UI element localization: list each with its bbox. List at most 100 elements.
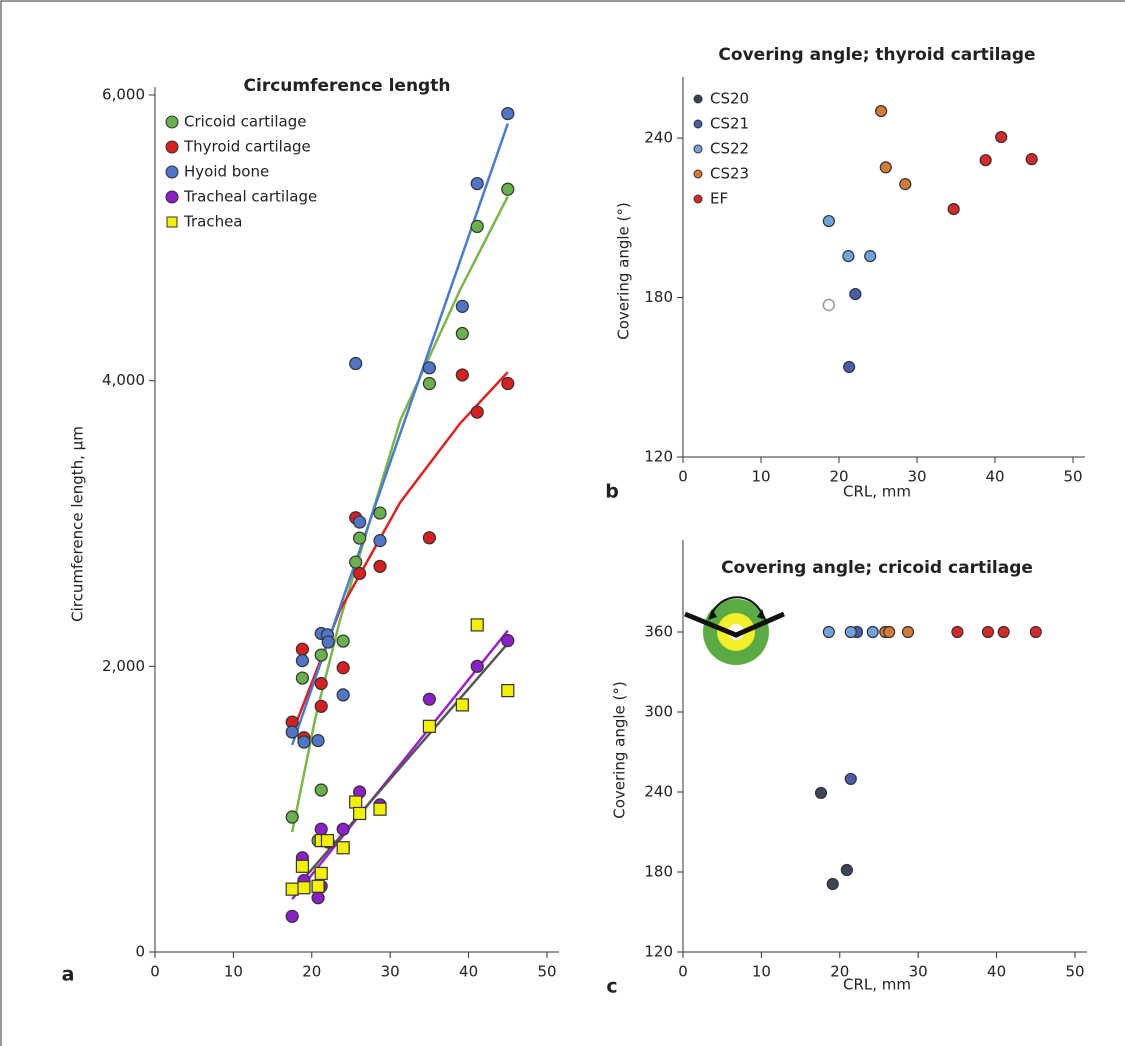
x-tick-label: 40 [985,468,1004,486]
legend-label: CS22 [710,140,749,158]
y-tick-label: 180 [644,863,673,881]
x-tick-label: 50 [1063,468,1082,486]
y-tick-label: 240 [644,129,673,147]
point [373,506,387,520]
point [285,909,299,923]
x-tick-label: 20 [830,963,849,981]
point [455,326,469,341]
legend-label: CS23 [710,165,749,183]
point [285,882,299,896]
point [336,841,350,855]
point [840,863,853,877]
point [1025,153,1038,166]
point [311,734,325,748]
point [314,783,328,797]
point [349,356,363,371]
legend-marker [693,94,703,104]
chart-title: Circumference length [244,76,451,96]
point [314,866,328,881]
x-tick-label: 50 [537,963,556,981]
x-tick-label: 30 [907,468,926,486]
legend-marker [693,169,703,179]
point [866,625,879,639]
point [320,833,335,848]
point [981,625,995,639]
point [314,699,328,713]
y-tick-label: 240 [644,783,673,801]
point [995,130,1008,144]
panel-label: b [605,481,619,503]
legend-label: Thyroid cartilage [183,138,311,156]
point [373,802,387,816]
point [422,376,436,391]
point [822,625,835,639]
point [822,214,835,228]
point [470,618,484,632]
fit-line [291,642,509,893]
x-tick-label: 40 [459,963,478,981]
chart-title: Covering angle; cricoid cartilage [721,558,1033,578]
y-axis-label: Circumference length, µm [69,426,87,622]
point [997,625,1010,639]
point [470,405,484,419]
point [947,202,960,216]
legend-marker [166,216,178,228]
point [353,515,367,529]
legend-marker [165,115,179,129]
point [843,360,856,374]
point [297,735,311,749]
point [826,877,839,891]
point [311,891,325,905]
point [501,182,515,196]
y-tick-label: 0 [135,943,145,961]
point [422,361,436,375]
y-axis-label: Covering angle (°) [611,681,629,818]
x-axis-label: CRL, mm [843,483,911,501]
chart-title: Covering angle; thyroid cartilage [718,45,1035,65]
legend-label: Trachea [183,213,243,231]
legend-marker [693,194,703,204]
x-tick-label: 40 [987,963,1006,981]
point [455,698,469,712]
panel-label: c [606,976,617,998]
x-tick-label: 10 [751,468,770,486]
point [314,676,328,691]
x-tick-label: 10 [224,963,243,981]
point [470,659,484,673]
point [353,531,367,545]
legend-marker [165,140,179,154]
point [285,725,299,739]
point [501,106,515,121]
point [353,566,367,581]
point [501,634,515,648]
point [336,634,350,648]
x-tick-label: 30 [909,963,928,981]
point [321,635,335,649]
point [311,879,325,893]
x-tick-label: 50 [1065,963,1084,981]
point [814,786,828,800]
point [979,154,992,167]
point [470,219,484,234]
point [899,178,912,191]
x-tick-label: 0 [678,468,688,486]
point [295,671,309,685]
y-tick-label: 4,000 [102,371,145,389]
point [422,531,436,545]
x-tick-label: 0 [678,963,688,981]
x-tick-label: 10 [752,963,771,981]
y-tick-label: 120 [644,943,673,961]
point [422,692,436,706]
point [883,625,896,639]
point [879,161,892,174]
point [849,288,862,301]
legend-label: CS21 [710,115,749,133]
angle-icon [684,596,786,665]
y-tick-label: 300 [644,703,673,721]
y-tick-label: 180 [644,288,673,306]
point [295,642,309,656]
panel-label: a [62,964,75,986]
point [1029,625,1042,639]
legend-label: CS20 [710,90,749,108]
